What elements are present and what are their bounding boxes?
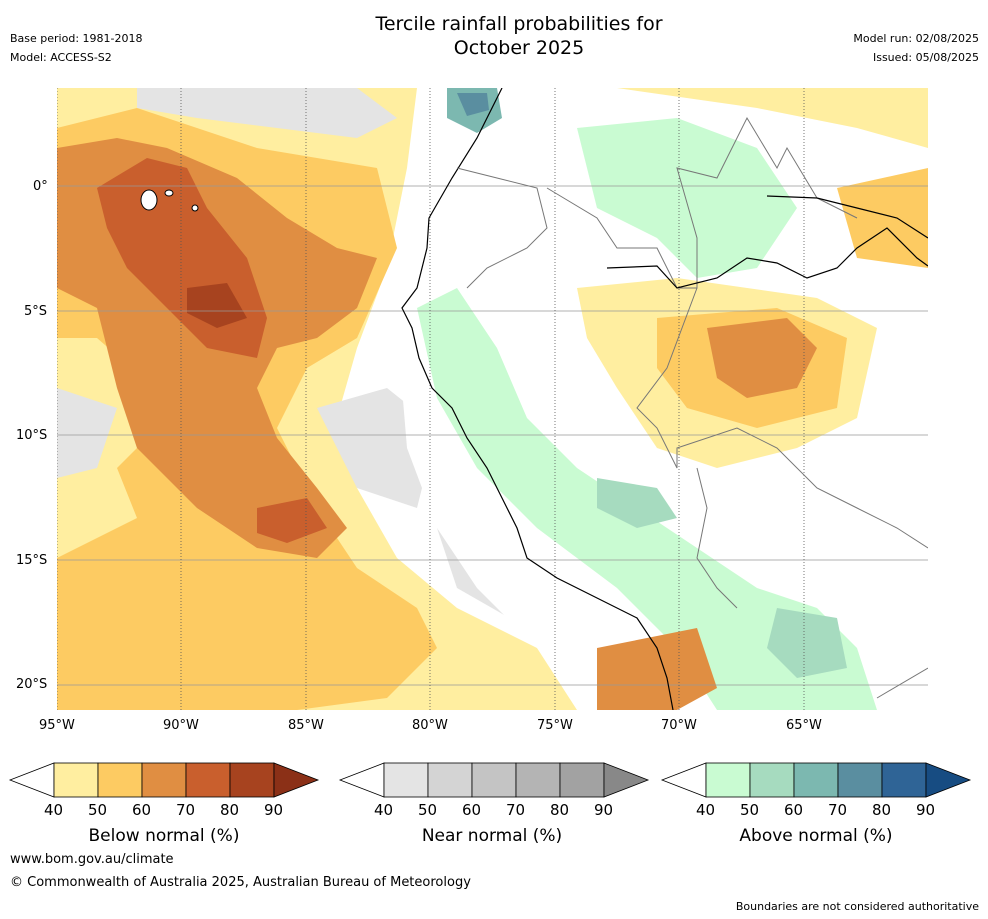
near-normal-region-north bbox=[137, 88, 397, 138]
lat-gridlines bbox=[57, 185, 928, 686]
map-title-line2: October 2025 bbox=[453, 37, 585, 59]
colorbar-below-bin-50 bbox=[97, 762, 143, 798]
colorbar-near-right-arrow bbox=[603, 762, 650, 798]
colorbar-near-left-arrow bbox=[338, 762, 385, 798]
coastline bbox=[401, 88, 674, 710]
cb-below-tick-40: 40 bbox=[44, 801, 64, 819]
rio-negro bbox=[766, 195, 928, 239]
below-normal-40-region-ne bbox=[617, 88, 928, 148]
colorbar-near-bin-40 bbox=[383, 762, 429, 798]
cb-below-tick-50: 50 bbox=[88, 801, 108, 819]
below-normal-80-region bbox=[187, 283, 247, 328]
lat-label-10s: 10°S bbox=[16, 428, 48, 443]
colorbar-below-bin-40 bbox=[53, 762, 99, 798]
colorbar-near-bin-60 bbox=[471, 762, 517, 798]
cb-above-tick-60: 60 bbox=[784, 801, 804, 819]
colorbar-below-bin-60 bbox=[141, 762, 187, 798]
near-normal-region-west bbox=[57, 388, 117, 478]
base-period-text: Base period: 1981-2018 bbox=[10, 32, 143, 45]
lat-label-15s: 15°S bbox=[16, 553, 48, 568]
cb-above-tick-80: 80 bbox=[872, 801, 892, 819]
colorbar-below-right-arrow bbox=[273, 762, 320, 798]
probability-map bbox=[57, 88, 928, 710]
website-text: www.bom.gov.au/climate bbox=[10, 852, 174, 867]
colorbar-above-bin-50 bbox=[749, 762, 795, 798]
cb-near-tick-50: 50 bbox=[418, 801, 438, 819]
above-normal-40-region-coast bbox=[417, 288, 877, 710]
disclaimer-text: Boundaries are not considered authoritat… bbox=[735, 900, 979, 913]
lon-label-80w: 80°W bbox=[412, 718, 448, 733]
cb-above-tick-40: 40 bbox=[696, 801, 716, 819]
galapagos-islands bbox=[140, 189, 199, 212]
cb-below-tick-90: 90 bbox=[264, 801, 284, 819]
cb-above-tick-70: 70 bbox=[828, 801, 848, 819]
colorbars-svg bbox=[8, 762, 972, 798]
colorbar-below-bin-70 bbox=[185, 762, 231, 798]
cb-above-tick-90: 90 bbox=[916, 801, 936, 819]
cb-near-tick-60: 60 bbox=[462, 801, 482, 819]
below-normal-60-region-south bbox=[597, 628, 717, 710]
map-title: Tercile rainfall probabilities for Octob… bbox=[319, 12, 719, 60]
colorbar-near-bin-50 bbox=[427, 762, 473, 798]
model-run-text: Model run: 02/08/2025 bbox=[853, 32, 979, 45]
colorbar-near-label: Near normal (%) bbox=[421, 826, 563, 846]
amazon-river bbox=[606, 227, 928, 289]
copyright-text: © Commonwealth of Australia 2025, Austra… bbox=[10, 875, 471, 890]
above-normal-50-region bbox=[597, 478, 677, 528]
lat-label-5s: 5°S bbox=[24, 304, 48, 319]
map-title-line1: Tercile rainfall probabilities for bbox=[375, 13, 663, 35]
country-boundaries bbox=[456, 116, 928, 699]
cb-near-tick-90: 90 bbox=[594, 801, 614, 819]
model-text: Model: ACCESS-S2 bbox=[10, 51, 112, 64]
lon-label-70w: 70°W bbox=[661, 718, 697, 733]
colorbar-above-label: Above normal (%) bbox=[739, 826, 893, 846]
colorbar-below-bin-80 bbox=[229, 762, 275, 798]
colorbar-above-bin-70 bbox=[837, 762, 883, 798]
cb-below-tick-60: 60 bbox=[132, 801, 152, 819]
lat-label-0: 0° bbox=[33, 179, 48, 194]
above-normal-50-region-b bbox=[767, 608, 847, 678]
colorbar-below-left-arrow bbox=[8, 762, 55, 798]
lon-label-90w: 90°W bbox=[163, 718, 199, 733]
above-normal-70-region-nw bbox=[457, 93, 489, 116]
below-normal-50-region-ne bbox=[837, 168, 928, 268]
cb-near-tick-80: 80 bbox=[550, 801, 570, 819]
cb-above-tick-50: 50 bbox=[740, 801, 760, 819]
below-normal-60-region-inland bbox=[707, 318, 817, 398]
colorbar-near-bin-80 bbox=[559, 762, 605, 798]
colorbar-near-bin-70 bbox=[515, 762, 561, 798]
colorbar-above-bin-80 bbox=[881, 762, 927, 798]
lat-label-20s: 20°S bbox=[16, 677, 48, 692]
colorbar-below bbox=[8, 762, 320, 798]
issued-text: Issued: 05/08/2025 bbox=[872, 51, 979, 64]
colorbar-below-label: Below normal (%) bbox=[88, 826, 240, 846]
above-normal-40-region-north bbox=[577, 118, 797, 278]
cb-near-tick-40: 40 bbox=[374, 801, 394, 819]
colorbar-above-bin-60 bbox=[793, 762, 839, 798]
cb-near-tick-70: 70 bbox=[506, 801, 526, 819]
cb-below-tick-80: 80 bbox=[220, 801, 240, 819]
map-svg bbox=[57, 88, 928, 710]
colorbar-above-right-arrow bbox=[925, 762, 972, 798]
colorbar-above-left-arrow bbox=[660, 762, 707, 798]
lon-label-85w: 85°W bbox=[288, 718, 324, 733]
colorbar-above-bin-40 bbox=[705, 762, 751, 798]
lon-label-75w: 75°W bbox=[537, 718, 573, 733]
colorbar-near bbox=[338, 762, 650, 798]
cb-below-tick-70: 70 bbox=[176, 801, 196, 819]
below-normal-70-region-b bbox=[257, 498, 327, 543]
colorbar-above bbox=[660, 762, 972, 798]
lon-label-95w: 95°W bbox=[39, 718, 75, 733]
lon-label-65w: 65°W bbox=[786, 718, 822, 733]
